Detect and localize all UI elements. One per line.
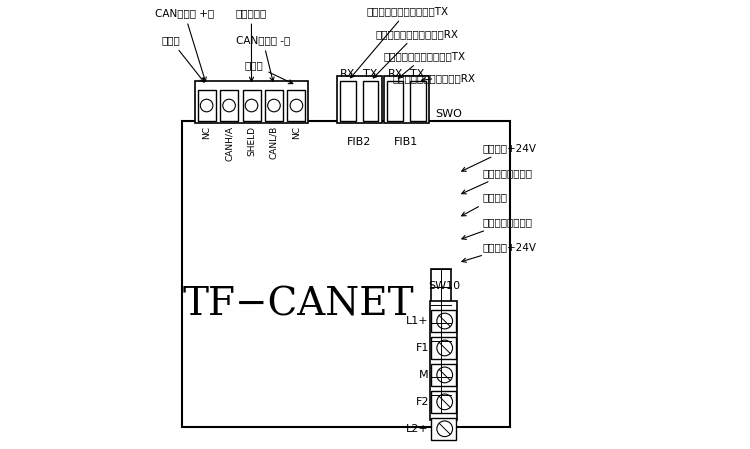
Text: 电源正极+24V: 电源正极+24V (462, 143, 537, 171)
Bar (363, 81, 378, 121)
Text: 连接到下一个光纤收发器TX: 连接到下一个光纤收发器TX (384, 51, 466, 78)
Bar (182, 121, 510, 427)
Bar (196, 81, 308, 123)
Text: M: M (419, 370, 429, 380)
Bar (337, 76, 382, 123)
Text: SWO: SWO (436, 109, 463, 119)
Bar (431, 337, 456, 359)
Text: 未使用: 未使用 (244, 60, 292, 84)
Bar (431, 391, 456, 413)
Text: RX: RX (340, 69, 356, 79)
Text: SHELD: SHELD (247, 126, 256, 156)
Text: 告警继电器输出端: 告警继电器输出端 (462, 217, 532, 239)
Bar (431, 310, 456, 332)
Text: TX: TX (363, 69, 378, 79)
Bar (198, 90, 215, 121)
Text: NC: NC (202, 126, 211, 139)
Text: TX: TX (410, 69, 424, 79)
Bar (430, 301, 457, 420)
Text: F1: F1 (416, 343, 429, 353)
Text: 连接到下一个光纤收发器RX: 连接到下一个光纤收发器RX (393, 74, 476, 84)
Circle shape (200, 99, 213, 112)
Bar (242, 90, 260, 121)
Text: CANH/A: CANH/A (224, 126, 233, 161)
Bar (340, 81, 356, 121)
Bar (220, 90, 238, 121)
Bar (287, 90, 305, 121)
Bar (431, 418, 456, 440)
Circle shape (436, 340, 452, 356)
Text: CANL/B: CANL/B (269, 126, 278, 159)
Bar (431, 364, 456, 386)
Circle shape (268, 99, 280, 112)
Text: TF−CANET: TF−CANET (183, 287, 415, 324)
Text: SW10: SW10 (428, 281, 460, 291)
Circle shape (223, 99, 236, 112)
Text: 告警继电器输出端: 告警继电器输出端 (462, 168, 532, 194)
Text: 电源正极+24V: 电源正极+24V (462, 242, 537, 262)
Text: 连接到上一个光纤收发器RX: 连接到上一个光纤收发器RX (374, 29, 458, 78)
Bar (431, 269, 451, 413)
Text: 电源负极: 电源负极 (461, 193, 508, 216)
Text: L2+: L2+ (406, 424, 429, 434)
Text: 连接到上一个光纤收发器TX: 连接到上一个光纤收发器TX (351, 6, 448, 78)
Circle shape (245, 99, 258, 112)
Circle shape (436, 367, 452, 383)
Text: CAN信号线 +极: CAN信号线 +极 (155, 9, 214, 81)
Circle shape (436, 313, 452, 329)
Bar (384, 76, 429, 123)
Circle shape (290, 99, 303, 112)
Bar (410, 81, 425, 121)
Text: 屏蔽层接地: 屏蔽层接地 (236, 9, 267, 81)
Text: FIB2: FIB2 (347, 137, 371, 147)
Text: L1+: L1+ (406, 316, 429, 326)
Bar (265, 90, 283, 121)
Circle shape (436, 394, 452, 410)
Text: F2: F2 (416, 397, 429, 407)
Text: NC: NC (292, 126, 301, 139)
Text: FIB1: FIB1 (394, 137, 418, 147)
Bar (387, 81, 403, 121)
Text: RX: RX (388, 69, 403, 79)
Text: CAN信号线 -极: CAN信号线 -极 (236, 35, 290, 81)
Circle shape (436, 421, 452, 436)
Text: 未使用: 未使用 (162, 35, 204, 82)
